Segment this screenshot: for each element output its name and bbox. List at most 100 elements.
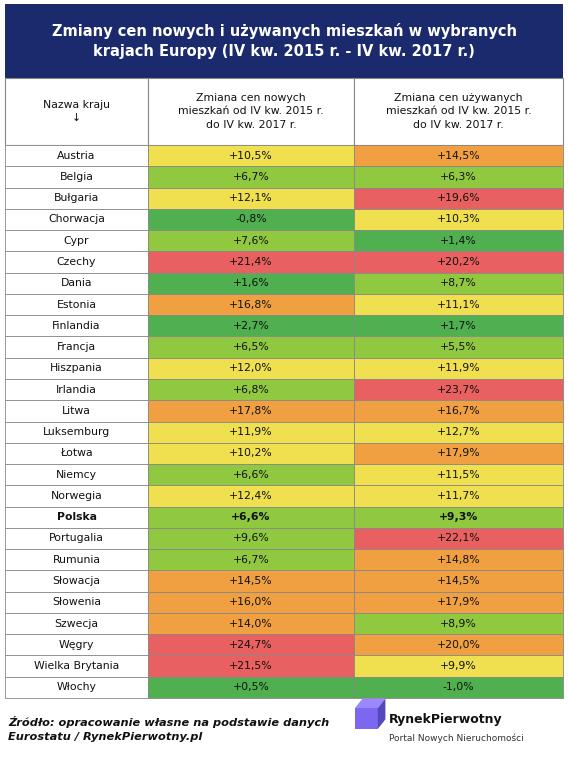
Bar — [148, 528, 354, 549]
Text: +9,3%: +9,3% — [439, 512, 478, 522]
Text: +21,4%: +21,4% — [229, 257, 273, 267]
Text: Bułgaria: Bułgaria — [54, 193, 99, 203]
Text: Francja: Francja — [57, 342, 96, 352]
Text: +8,7%: +8,7% — [440, 278, 477, 288]
Text: +23,7%: +23,7% — [437, 385, 481, 394]
Bar — [5, 634, 148, 655]
Bar — [354, 528, 563, 549]
Bar — [148, 145, 354, 166]
Bar — [148, 571, 354, 591]
Text: +1,6%: +1,6% — [233, 278, 269, 288]
Bar — [148, 337, 354, 358]
Text: +6,3%: +6,3% — [440, 172, 477, 182]
Text: Rumunia: Rumunia — [52, 555, 101, 565]
Text: +20,2%: +20,2% — [437, 257, 481, 267]
Bar — [148, 315, 354, 337]
Text: Słowacja: Słowacja — [52, 576, 101, 586]
Bar — [354, 676, 563, 698]
Bar — [5, 401, 148, 422]
Bar — [354, 401, 563, 422]
Bar — [148, 294, 354, 315]
Bar — [354, 422, 563, 443]
Bar — [354, 209, 563, 230]
Text: +1,7%: +1,7% — [440, 321, 477, 331]
Text: +14,5%: +14,5% — [437, 576, 481, 586]
Bar — [354, 230, 563, 252]
Bar — [5, 78, 148, 145]
Text: Hiszpania: Hiszpania — [50, 363, 103, 373]
Bar — [148, 486, 354, 507]
Text: Słowenia: Słowenia — [52, 597, 101, 607]
Bar — [354, 252, 563, 273]
Bar — [5, 145, 148, 166]
Text: +1,4%: +1,4% — [440, 236, 477, 245]
Bar — [354, 188, 563, 209]
Bar — [5, 443, 148, 464]
Text: +17,8%: +17,8% — [229, 406, 273, 416]
Text: +8,9%: +8,9% — [440, 619, 477, 629]
Text: Portal Nowych Nieruchomości: Portal Nowych Nieruchomości — [389, 733, 524, 743]
Text: +2,7%: +2,7% — [233, 321, 269, 331]
Bar — [5, 315, 148, 337]
Text: +14,8%: +14,8% — [437, 555, 481, 565]
Text: Portugalia: Portugalia — [49, 534, 104, 543]
Text: +6,5%: +6,5% — [233, 342, 269, 352]
Bar — [5, 166, 148, 188]
Text: +20,0%: +20,0% — [437, 640, 481, 650]
Bar — [148, 252, 354, 273]
Bar — [354, 591, 563, 613]
Text: +6,6%: +6,6% — [233, 470, 269, 480]
FancyBboxPatch shape — [355, 708, 378, 729]
Text: +12,0%: +12,0% — [229, 363, 273, 373]
Bar — [148, 401, 354, 422]
Text: +6,8%: +6,8% — [233, 385, 269, 394]
Text: Węgry: Węgry — [59, 640, 94, 650]
Text: Łotwa: Łotwa — [60, 448, 93, 458]
Bar — [5, 230, 148, 252]
Text: +12,4%: +12,4% — [229, 491, 273, 501]
Text: +12,1%: +12,1% — [229, 193, 273, 203]
Text: Czechy: Czechy — [57, 257, 96, 267]
Bar — [5, 273, 148, 294]
Bar — [148, 230, 354, 252]
Text: +6,7%: +6,7% — [233, 172, 269, 182]
Bar — [354, 337, 563, 358]
Bar — [148, 78, 354, 145]
Text: +11,1%: +11,1% — [437, 299, 481, 309]
Text: +11,7%: +11,7% — [437, 491, 481, 501]
Text: +14,5%: +14,5% — [229, 576, 273, 586]
Text: Austria: Austria — [57, 150, 95, 160]
Bar — [148, 379, 354, 401]
Text: Irlandia: Irlandia — [56, 385, 97, 394]
Bar — [354, 549, 563, 571]
Text: Szwecja: Szwecja — [55, 619, 98, 629]
Bar — [354, 655, 563, 676]
Bar — [148, 613, 354, 634]
Text: +9,9%: +9,9% — [440, 661, 477, 671]
Bar — [148, 464, 354, 486]
Text: Polska: Polska — [56, 512, 97, 522]
Text: Norwegia: Norwegia — [51, 491, 102, 501]
Bar — [354, 358, 563, 379]
Text: +9,6%: +9,6% — [233, 534, 269, 543]
Text: +19,6%: +19,6% — [437, 193, 481, 203]
Text: Finlandia: Finlandia — [52, 321, 101, 331]
Text: Wielka Brytania: Wielka Brytania — [34, 661, 119, 671]
Bar — [148, 188, 354, 209]
Bar — [148, 549, 354, 571]
Text: +0,5%: +0,5% — [232, 682, 269, 692]
Bar — [5, 294, 148, 315]
Bar — [354, 634, 563, 655]
Text: RynekPierwotny: RynekPierwotny — [389, 714, 503, 727]
Bar — [5, 571, 148, 591]
Text: +16,7%: +16,7% — [437, 406, 481, 416]
Bar — [354, 315, 563, 337]
Bar — [148, 166, 354, 188]
Text: +16,8%: +16,8% — [229, 299, 273, 309]
Bar — [354, 166, 563, 188]
Text: +24,7%: +24,7% — [229, 640, 273, 650]
Text: +5,5%: +5,5% — [440, 342, 477, 352]
Bar — [148, 422, 354, 443]
Bar — [148, 358, 354, 379]
Text: +21,5%: +21,5% — [229, 661, 273, 671]
